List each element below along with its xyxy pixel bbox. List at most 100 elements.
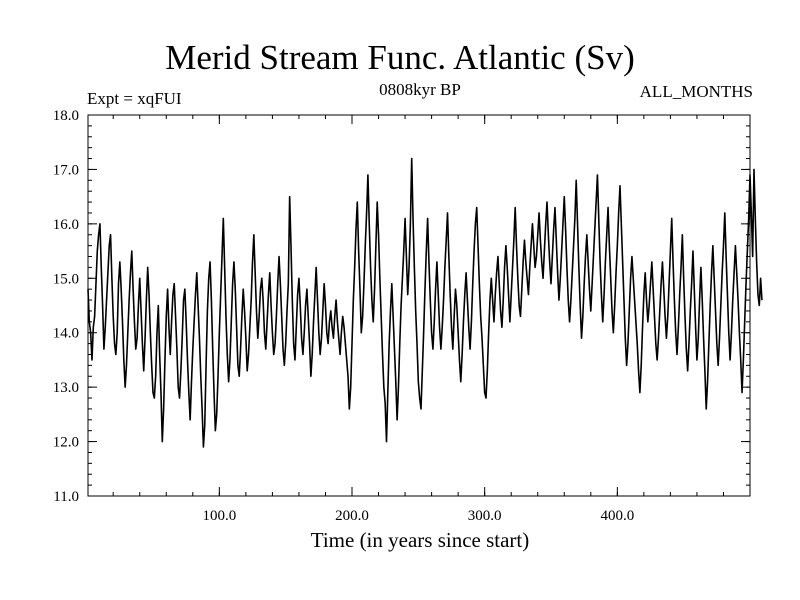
data-point (331, 326, 333, 328)
data-point (574, 218, 576, 219)
data-point (506, 267, 508, 268)
data-point (476, 207, 478, 208)
data-point (513, 239, 515, 241)
data-point (498, 283, 500, 285)
data-point (244, 310, 245, 312)
data-point (622, 261, 624, 263)
data-point (566, 267, 568, 268)
data-point (250, 299, 252, 301)
data-point (432, 348, 434, 350)
data-point (545, 223, 547, 225)
data-point (482, 364, 484, 366)
data-point (87, 288, 89, 290)
data-point (351, 343, 353, 344)
data-point (297, 294, 299, 296)
data-point (127, 332, 129, 334)
data-point (668, 283, 670, 285)
data-point (655, 343, 657, 344)
data-point (188, 392, 190, 393)
data-point (299, 305, 301, 306)
data-point (607, 207, 609, 208)
data-point (330, 310, 332, 312)
y-tick-label: 14.0 (53, 326, 79, 342)
data-point (279, 283, 281, 285)
data-point (525, 261, 527, 263)
data-point (642, 326, 643, 328)
data-point (630, 277, 631, 279)
data-point (116, 332, 118, 334)
data-point (290, 245, 292, 247)
data-point (406, 256, 407, 257)
data-point (237, 364, 239, 366)
chart-title: Merid Stream Func. Atlantic (Sv) (165, 38, 635, 77)
data-point (537, 234, 539, 236)
data-point (691, 283, 693, 285)
data-point (539, 239, 541, 241)
data-point (586, 234, 588, 236)
data-point (745, 283, 747, 285)
data-point (589, 288, 590, 290)
data-point (265, 348, 267, 350)
data-point (398, 386, 399, 388)
data-point (624, 337, 626, 339)
data-point (561, 250, 563, 252)
data-point (175, 315, 176, 317)
data-point (187, 359, 188, 361)
data-point (632, 277, 634, 279)
data-point (683, 277, 685, 279)
data-point (177, 386, 179, 388)
data-point (549, 261, 551, 263)
data-point (289, 196, 291, 198)
data-point (317, 299, 318, 301)
data-point (383, 386, 385, 388)
data-point (210, 299, 212, 301)
data-point (391, 283, 393, 285)
data-point (272, 332, 273, 334)
data-point (750, 212, 752, 214)
data-point (400, 305, 402, 306)
data-point (619, 185, 621, 187)
data-point (571, 272, 573, 274)
data-point (95, 283, 97, 285)
data-point (205, 364, 207, 366)
data-point (664, 315, 666, 317)
data-point (366, 212, 367, 214)
data-point (269, 272, 271, 274)
data-point (634, 299, 635, 301)
data-point (311, 354, 313, 355)
data-point (131, 250, 133, 252)
data-point (547, 234, 549, 236)
data-point (200, 375, 202, 377)
data-point (757, 294, 759, 296)
plot-frame (87, 114, 751, 497)
data-point (648, 305, 650, 306)
data-point (403, 250, 405, 252)
data-point (449, 294, 451, 296)
data-point (603, 294, 605, 296)
data-point (140, 310, 142, 312)
data-point (108, 245, 110, 247)
data-point (612, 332, 614, 334)
y-tick-label: 17.0 (53, 162, 79, 178)
data-point (557, 272, 559, 274)
data-point (342, 315, 344, 317)
data-point (325, 305, 326, 306)
data-point (616, 245, 618, 247)
x-tick-label: 200.0 (335, 508, 369, 524)
data-point (443, 299, 444, 301)
data-point (480, 315, 482, 317)
data-point (464, 294, 466, 296)
data-point (536, 256, 537, 257)
x-tick-label: 300.0 (468, 508, 502, 524)
data-point (550, 283, 552, 285)
data-point (703, 337, 704, 339)
data-point (502, 299, 504, 301)
data-point (379, 277, 381, 279)
data-point (306, 288, 308, 290)
data-point (195, 294, 196, 296)
data-point (504, 267, 505, 268)
data-point (126, 364, 127, 366)
data-point (382, 354, 383, 355)
data-point (468, 326, 470, 328)
